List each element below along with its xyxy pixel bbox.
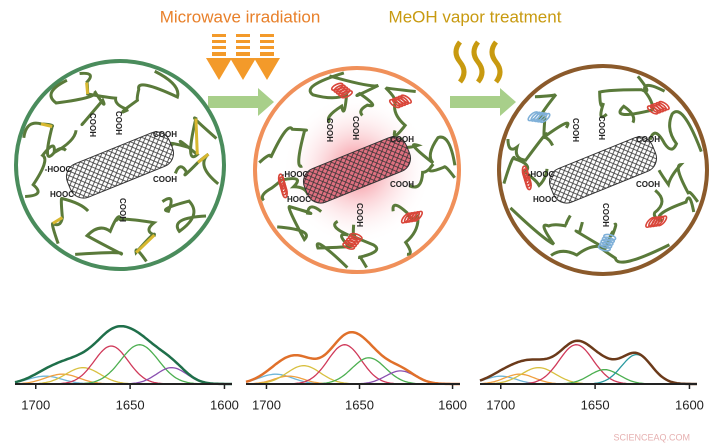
nanotube — [302, 136, 412, 204]
group-label: COOH — [571, 118, 580, 142]
group-label: COOH — [390, 180, 414, 189]
group-label: COOH — [355, 203, 364, 227]
envelope — [14, 324, 232, 386]
helix — [603, 233, 617, 241]
tick-label: 1700 — [252, 397, 281, 412]
group-label: -HOOC — [45, 165, 72, 174]
nanotube-lattice — [549, 136, 657, 204]
group-label: COOH — [153, 175, 177, 184]
group-label: COOH — [390, 135, 414, 144]
helix — [349, 232, 363, 241]
nanotube — [548, 136, 658, 204]
polymer-chain — [408, 163, 456, 189]
microwave-arrows — [206, 34, 280, 80]
group-label: COOH — [597, 116, 606, 140]
helix — [525, 176, 532, 191]
helix — [597, 244, 612, 252]
polymer-chain — [75, 215, 123, 256]
polymer-chain — [329, 74, 380, 117]
helix — [645, 216, 656, 229]
nanotube-lattice — [303, 136, 411, 204]
group-label: COOH — [636, 135, 660, 144]
panel: COOH COOH COOH -HOOC HOOC COOH COOH — [497, 64, 709, 276]
process-arrows — [208, 88, 516, 116]
group-label: COOH — [118, 198, 127, 222]
group-label: -HOOC — [282, 170, 309, 179]
group-label: COOH — [636, 180, 660, 189]
group-label: COOH — [88, 113, 97, 137]
component-peak — [15, 344, 232, 385]
group-label: HOOC — [50, 190, 74, 199]
polymer-chain — [116, 217, 158, 263]
envelope — [245, 330, 460, 386]
component-peak — [480, 368, 697, 385]
polymer-chain — [657, 162, 700, 203]
tick-label: 1700 — [486, 397, 515, 412]
helix — [527, 111, 539, 122]
group-label: HOOC — [287, 195, 311, 204]
polymer-chain — [648, 110, 703, 153]
tick-label: 1600 — [210, 397, 239, 412]
step-label: Microwave irradiation — [160, 7, 321, 26]
component-peak — [15, 345, 232, 385]
step-label: MeOH vapor treatment — [389, 7, 562, 26]
helix — [601, 236, 616, 244]
chain-segment — [197, 152, 210, 164]
tick-label: 1600 — [675, 397, 704, 412]
group-label: COOH — [351, 116, 360, 140]
tick-label: 1600 — [438, 397, 467, 412]
tick-label: 1650 — [345, 397, 374, 412]
helix — [599, 241, 613, 249]
polymer-chain — [121, 69, 180, 114]
tick-label: 1650 — [116, 397, 145, 412]
tick-label: 1650 — [581, 397, 610, 412]
polymer-chain — [277, 205, 323, 243]
group-label: HOOC — [533, 195, 557, 204]
chain-segment — [52, 216, 64, 225]
polymer-chain — [398, 135, 457, 166]
chain-segment — [135, 233, 156, 254]
nanotube — [65, 131, 175, 199]
vapor-lines — [453, 40, 503, 84]
helix — [600, 239, 614, 247]
helix — [330, 82, 344, 92]
helix — [281, 184, 288, 199]
panel: COOH COOH COOH -HOOC HOOC COOH COOH — [14, 59, 226, 271]
group-label: COOH — [114, 111, 123, 135]
helix — [657, 100, 670, 111]
group-label: -HOOC — [528, 170, 555, 179]
polymer-chain — [509, 206, 572, 246]
chain-segment — [40, 122, 53, 128]
helix — [400, 94, 412, 104]
group-label: COOH — [325, 118, 334, 142]
polymer-chain — [161, 197, 207, 234]
watermark: SCIENCEAQ.COM — [613, 432, 690, 442]
helix — [400, 212, 412, 224]
helix — [333, 84, 346, 93]
tick-label: 1700 — [21, 397, 50, 412]
polymer-chain — [49, 78, 106, 127]
group-label: COOH — [601, 203, 610, 227]
polymer-chain — [506, 132, 555, 162]
chain-segment — [85, 82, 90, 95]
panel: COOH COOH COOH -HOOC HOOC COOH COOH — [253, 66, 461, 274]
chain-segment — [194, 118, 199, 155]
envelope — [479, 339, 697, 386]
group-label: COOH — [153, 130, 177, 139]
nanotube-lattice — [66, 131, 174, 199]
helix — [347, 235, 361, 243]
polymer-chain — [258, 126, 309, 168]
